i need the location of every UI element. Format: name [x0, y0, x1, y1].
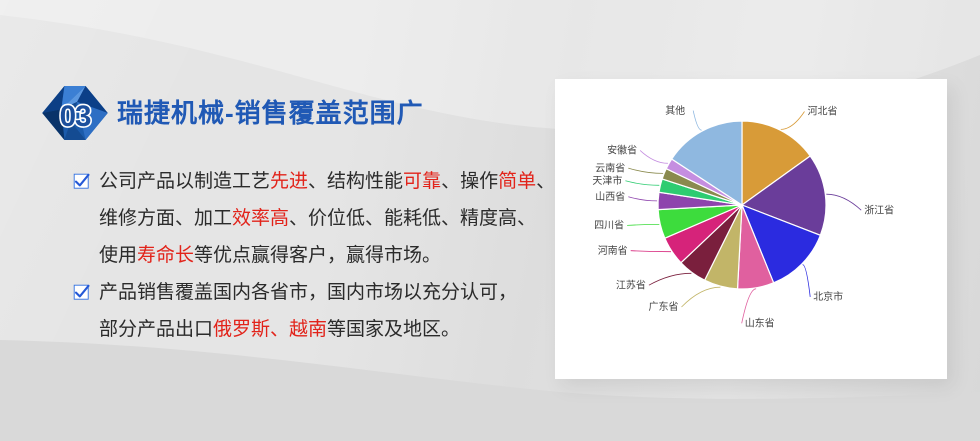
- svg-text:北京市: 北京市: [813, 290, 843, 303]
- svg-text:广东省: 广东省: [649, 300, 679, 313]
- svg-text:四川省: 四川省: [594, 219, 624, 232]
- svg-text:天津市: 天津市: [592, 174, 622, 187]
- svg-text:山西省: 山西省: [595, 190, 625, 203]
- svg-text:浙江省: 浙江省: [864, 203, 894, 216]
- svg-text:山东省: 山东省: [745, 317, 775, 330]
- svg-text:河南省: 河南省: [598, 244, 628, 257]
- svg-text:河北省: 河北省: [808, 105, 838, 118]
- svg-text:云南省: 云南省: [595, 161, 625, 174]
- svg-text:其他: 其他: [665, 104, 685, 117]
- svg-text:江苏省: 江苏省: [616, 278, 646, 291]
- svg-text:安徽省: 安徽省: [607, 144, 637, 157]
- svg-text:03: 03: [60, 100, 91, 133]
